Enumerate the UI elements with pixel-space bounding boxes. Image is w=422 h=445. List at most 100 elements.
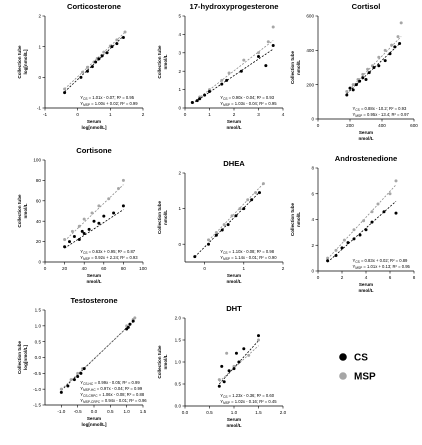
- cs-regression-line: [192, 48, 274, 105]
- msp-point: [362, 219, 366, 223]
- y-axis-label: Collection tube: [157, 200, 162, 234]
- x-axis-unit: nmol/L: [226, 279, 241, 284]
- msp-point: [59, 387, 63, 391]
- cs-point: [222, 380, 226, 384]
- msp-point: [133, 316, 137, 320]
- x-tick-label: 4: [282, 112, 285, 117]
- y-tick-label: -0.5: [33, 371, 41, 376]
- x-tick-label: 1.0: [231, 410, 238, 415]
- x-tick-label: 0: [44, 266, 47, 271]
- y-tick-label: 2: [178, 69, 181, 74]
- y-tick-label: 2: [311, 243, 314, 248]
- cs-point: [234, 351, 238, 355]
- y-tick-label: 2.0: [175, 316, 182, 321]
- msp-point: [394, 179, 398, 183]
- x-axis-unit: nmol/L: [86, 279, 101, 284]
- legend-label-msp: MSP: [354, 372, 376, 383]
- msp-point: [63, 238, 67, 242]
- y-tick-label: 0.0: [175, 404, 182, 409]
- cs-point: [121, 35, 125, 39]
- y-axis-label: Collection tube: [17, 340, 22, 374]
- regression-equation: YMSP = 1.14x - 0.01; R² = 0.90: [220, 255, 277, 261]
- msp-point: [121, 178, 125, 182]
- cs-point: [82, 231, 86, 235]
- cs-point: [198, 97, 202, 101]
- panel-title: Cortisol: [352, 2, 381, 11]
- cs-point: [72, 378, 76, 382]
- msp-point: [377, 55, 381, 59]
- msp-regression-line: [61, 320, 136, 390]
- cs-point: [257, 191, 261, 195]
- x-tick-label: 8: [413, 275, 416, 280]
- cs-point: [82, 367, 86, 371]
- y-tick-label: 40: [36, 219, 42, 224]
- msp-point: [230, 214, 234, 218]
- y-tick-label: 4: [178, 32, 181, 37]
- cs-point: [193, 255, 197, 259]
- y-tick-label: 20: [36, 239, 42, 244]
- cs-point: [105, 51, 109, 55]
- cs-point: [63, 245, 67, 249]
- msp-point: [376, 202, 380, 206]
- cs-point: [271, 43, 275, 47]
- x-tick-label: 100: [139, 266, 147, 271]
- y-tick-label: 1: [178, 87, 181, 92]
- cs-point: [237, 360, 241, 364]
- x-tick-label: 200: [346, 123, 354, 128]
- x-axis-label: Serum: [227, 273, 241, 278]
- msp-point: [222, 223, 226, 227]
- msp-point: [220, 78, 224, 82]
- y-axis-unit: nmol/L: [163, 54, 168, 69]
- msp-point: [247, 353, 251, 357]
- msp-point: [123, 30, 127, 34]
- x-tick-label: 0.0: [182, 410, 189, 415]
- regression-equation: YCS = 0.88x - 10.2; R² = 0.93: [353, 106, 407, 112]
- cs-point: [208, 89, 211, 93]
- msp-point: [257, 338, 260, 342]
- cs-point: [367, 71, 371, 75]
- cs-point: [77, 238, 81, 242]
- cs-regression-line: [64, 35, 124, 93]
- cs-point: [217, 384, 221, 388]
- regression-equation: YCS = 1.23x - 0.36; R² = 0.60: [220, 393, 274, 399]
- y-axis-label: Collection tube: [17, 45, 22, 79]
- cs-point: [364, 228, 368, 232]
- regression-equation: YMSP-HC = 0.97x - 0.04; R² = 0.99: [80, 386, 143, 392]
- msp-point: [115, 38, 119, 42]
- msp-point: [69, 378, 73, 382]
- x-tick-label: 2: [341, 275, 344, 280]
- x-tick-label: 60: [101, 266, 107, 271]
- cs-point: [121, 204, 125, 208]
- cs-point: [100, 54, 104, 58]
- msp-point: [342, 238, 346, 242]
- x-axis-label: Serum: [87, 273, 101, 278]
- cs-point: [388, 52, 392, 56]
- msp-point: [97, 204, 101, 208]
- cs-point: [110, 45, 114, 49]
- legend-marker-msp: [339, 372, 347, 380]
- regression-equation: YMSP = 1.03x - 0.04; R² = 0.95: [220, 101, 277, 107]
- regression-equation: YMSP = 0.95x - 13.4; R² = 0.97: [353, 112, 410, 118]
- panel-title: Cortisone: [76, 146, 111, 155]
- x-axis-label: Serum: [227, 119, 241, 124]
- y-tick-label: 2: [178, 171, 181, 176]
- y-axis-label: Collection tube: [290, 202, 295, 236]
- y-axis-label: Collection tube: [157, 345, 162, 379]
- x-tick-label: 2: [282, 266, 285, 271]
- cs-point: [79, 371, 83, 375]
- cs-point: [232, 367, 236, 371]
- x-tick-label: 20: [62, 266, 68, 271]
- cs-point: [370, 220, 374, 224]
- regression-equation: YCS = 0.63x + 0.95; R² = 0.87: [80, 249, 136, 255]
- cs-point: [358, 79, 362, 83]
- cs-point: [115, 42, 119, 46]
- cs-point: [128, 322, 132, 326]
- msp-regression-line: [327, 184, 397, 260]
- y-axis-unit: nmol/L: [296, 212, 301, 227]
- cs-point: [85, 69, 89, 73]
- msp-point: [399, 21, 403, 25]
